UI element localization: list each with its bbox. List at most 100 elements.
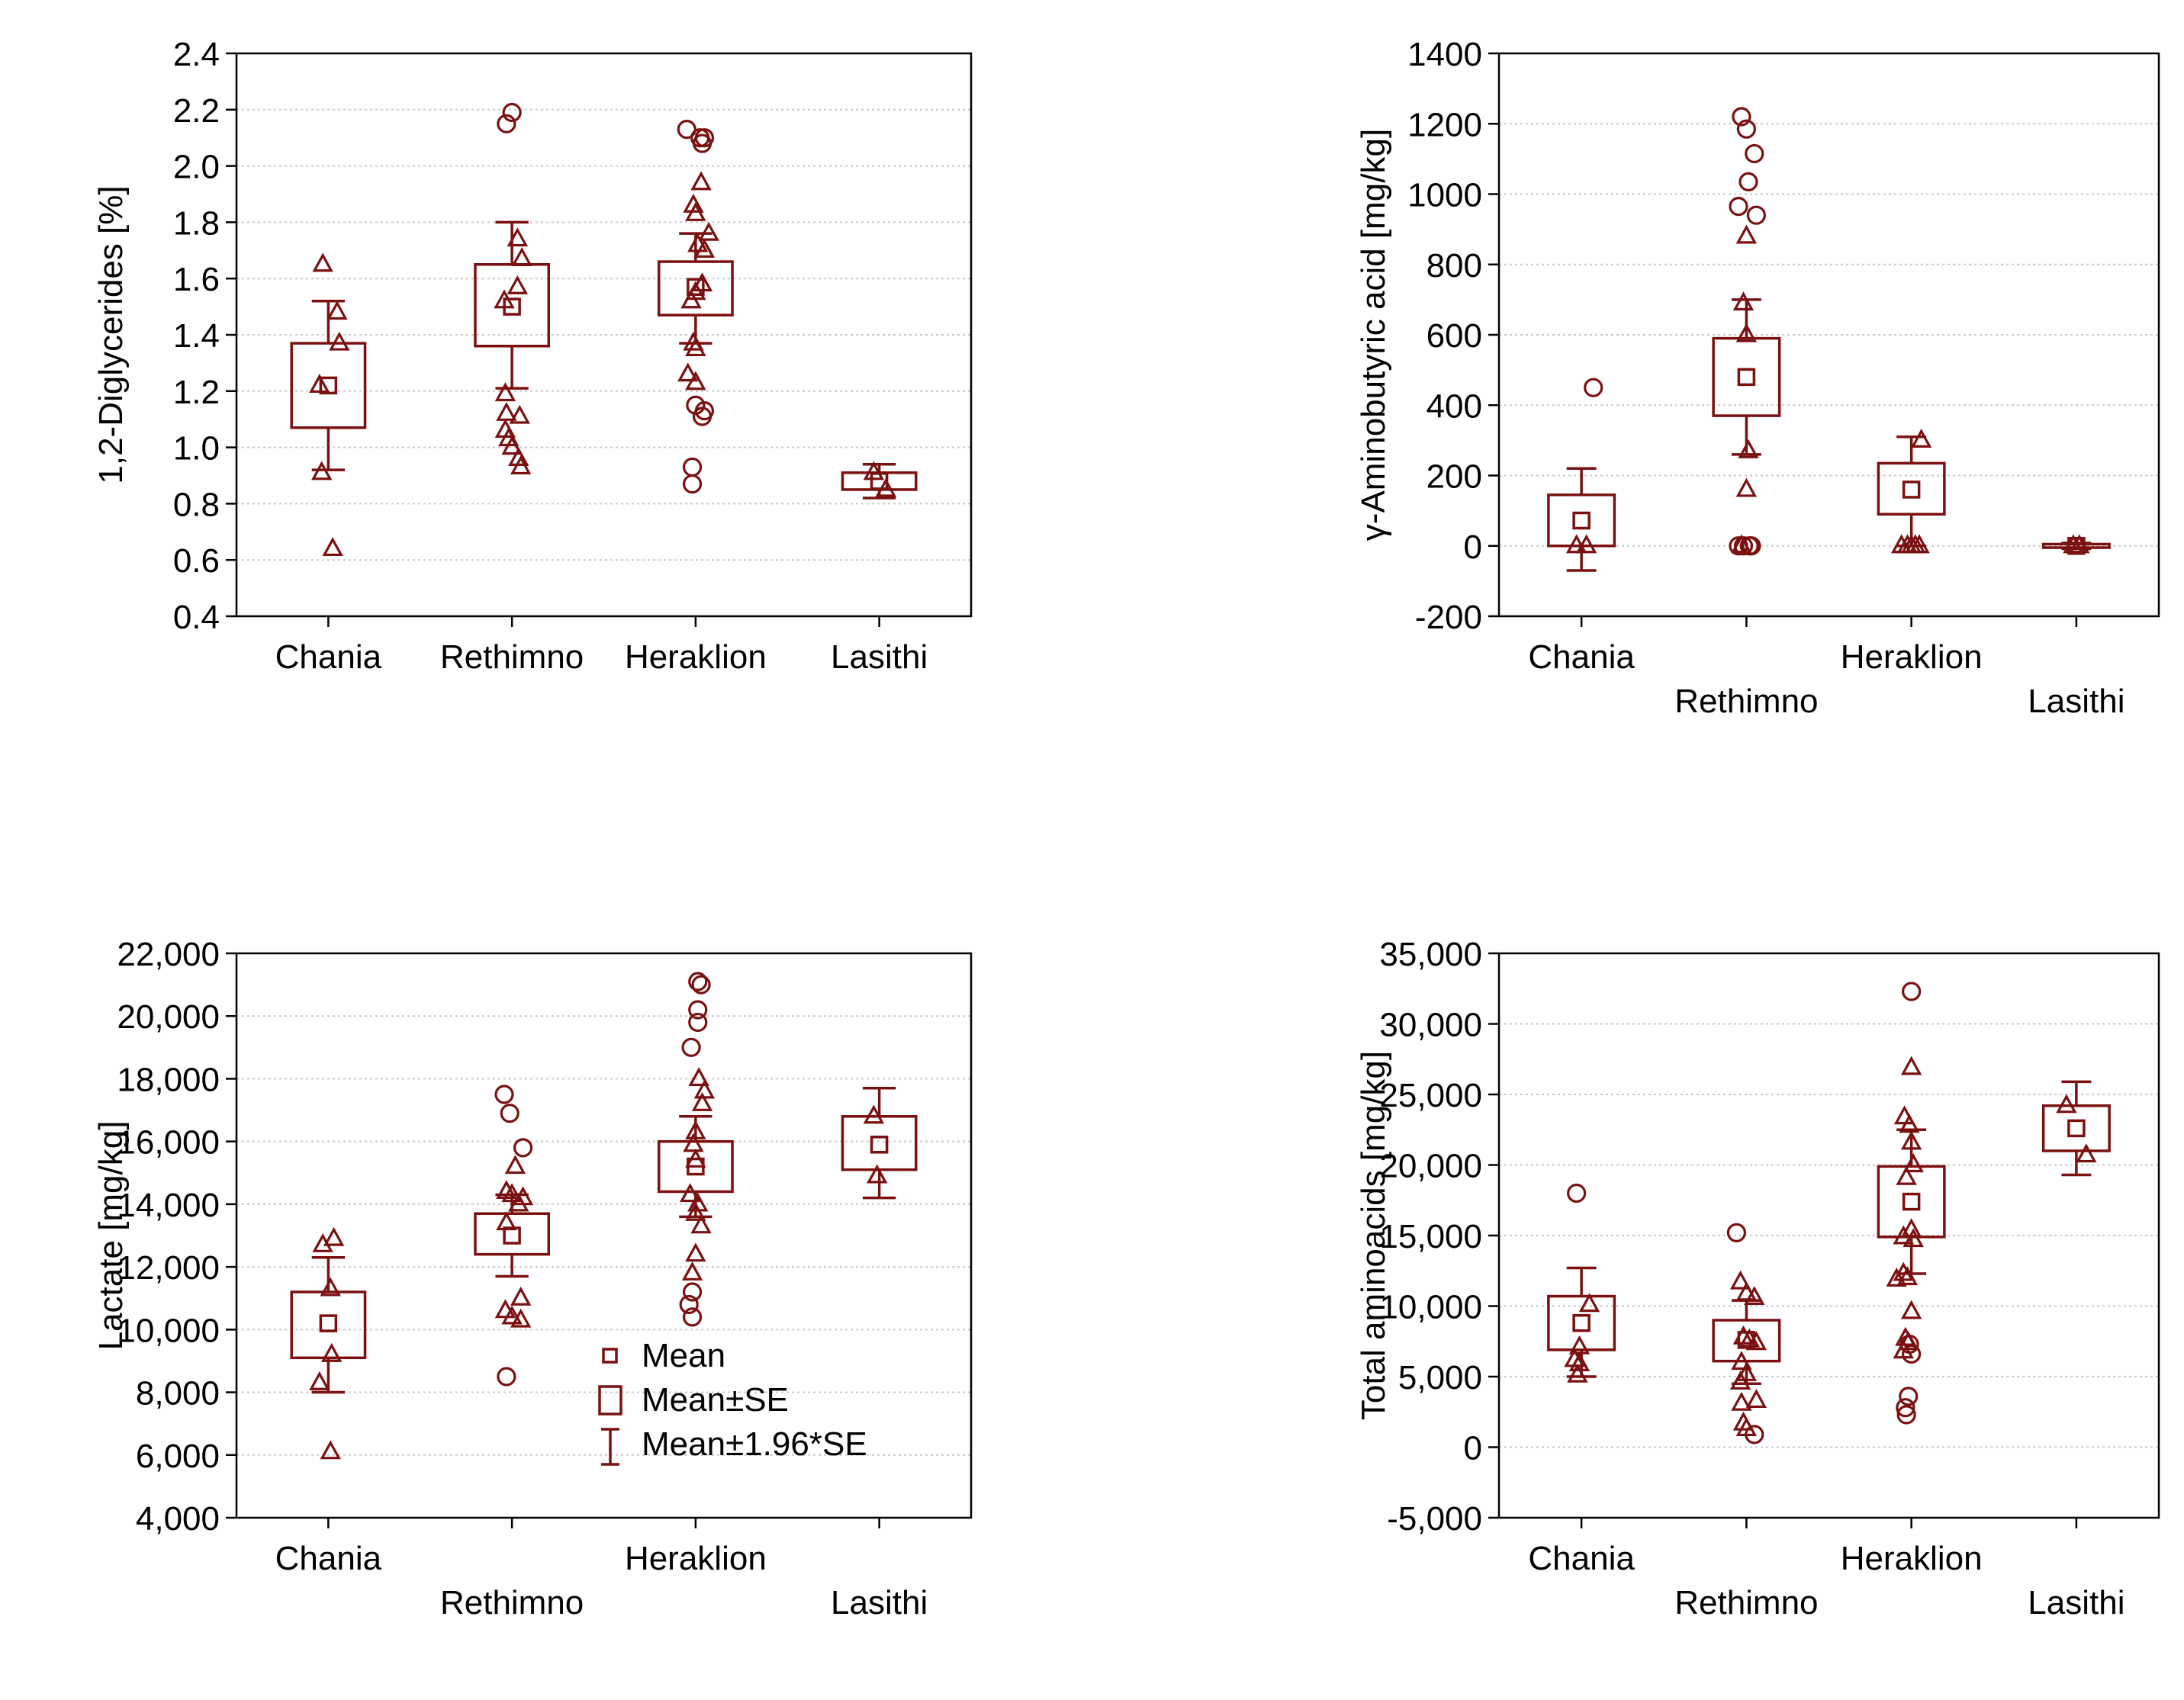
data-point-triangle <box>1735 224 1758 244</box>
data-point-circle <box>494 1085 514 1104</box>
data-point-triangle <box>511 247 532 266</box>
data-point-triangle <box>1899 1114 1920 1133</box>
data-point-triangle <box>698 221 719 241</box>
data-point-triangle <box>321 1342 343 1362</box>
mean-marker <box>2067 1119 2086 1138</box>
y-tick-label: 35,000 <box>1379 936 1482 973</box>
data-point-triangle <box>311 461 333 480</box>
y-tick-label: 10,000 <box>117 1312 220 1349</box>
y-tick-label: 0.8 <box>173 486 220 523</box>
y-tick-label: 400 <box>1427 387 1482 425</box>
y-tick-label: 5,000 <box>1398 1359 1482 1396</box>
y-tick-label: -5,000 <box>1387 1500 1482 1538</box>
data-point-circle <box>1902 1344 1922 1364</box>
data-point-circle <box>692 133 712 153</box>
data-point-circle <box>688 1012 708 1033</box>
y-tick-label: 0 <box>1464 529 1482 566</box>
y-tick-label: 1.8 <box>173 204 220 242</box>
se-box <box>474 1212 551 1256</box>
y-axis-title: γ-Aminobutyric acid [mg/kg] <box>1355 129 1392 541</box>
se-box <box>2041 1104 2111 1152</box>
data-point-triangle <box>1735 323 1758 342</box>
mean-marker <box>1902 480 1921 499</box>
data-point-triangle <box>1735 1361 1758 1381</box>
data-point-triangle <box>863 461 885 480</box>
y-tick-label: 12,000 <box>117 1249 220 1287</box>
data-point-triangle <box>1744 1286 1765 1306</box>
data-point-triangle <box>1900 1300 1922 1319</box>
y-tick-label: 1.6 <box>173 261 220 298</box>
data-point-triangle <box>1900 1130 1922 1150</box>
y-tick-label: 0.6 <box>173 542 220 580</box>
y-tick-label: 1.2 <box>173 374 220 411</box>
y-tick-label: 14,000 <box>117 1187 220 1224</box>
y-tick-label: 16,000 <box>117 1124 220 1162</box>
y-tick-label: -200 <box>1415 599 1482 636</box>
data-point-triangle <box>685 337 706 357</box>
data-point-triangle <box>1903 1153 1924 1173</box>
mean-marker <box>319 1314 338 1332</box>
y-tick-label: 1400 <box>1407 36 1482 73</box>
y-tick-label: 1.0 <box>173 430 220 468</box>
data-point-triangle <box>501 435 523 455</box>
data-point-triangle <box>1745 1331 1767 1351</box>
data-point-circle <box>497 114 516 133</box>
data-point-triangle <box>693 238 716 258</box>
data-point-triangle <box>863 1104 885 1124</box>
y-axis-title: Lactate [mg/kg] <box>92 1121 130 1351</box>
x-tick-label: Lasithi <box>2028 683 2124 720</box>
x-tick-label: Chania <box>275 1540 382 1577</box>
y-tick-label: 1200 <box>1407 106 1482 143</box>
data-point-triangle <box>679 1183 701 1203</box>
data-point-triangle <box>508 1192 529 1212</box>
y-tick-label: 20,000 <box>1379 1148 1482 1185</box>
data-point-circle <box>1899 1334 1919 1355</box>
se-box <box>290 342 367 429</box>
data-point-circle <box>688 1000 708 1020</box>
mean-marker <box>1572 511 1591 530</box>
data-point-circle <box>513 1138 533 1158</box>
x-tick-label: Chania <box>1528 1540 1635 1577</box>
data-point-triangle <box>685 202 706 221</box>
data-point-triangle <box>1900 1056 1922 1075</box>
data-point-triangle <box>501 1305 523 1325</box>
mean-marker <box>1572 1313 1591 1332</box>
data-point-triangle <box>1735 477 1758 497</box>
x-tick-label: Lasithi <box>2028 1584 2124 1621</box>
data-point-circle <box>1736 119 1756 139</box>
data-point-triangle <box>2056 1094 2077 1114</box>
data-point-triangle <box>1738 439 1759 458</box>
data-point-triangle <box>507 275 529 294</box>
data-point-triangle <box>690 171 712 191</box>
data-point-triangle <box>1903 1228 1924 1248</box>
data-point-circle <box>1732 107 1751 127</box>
data-point-triangle <box>685 1201 706 1221</box>
data-point-triangle <box>688 1067 709 1087</box>
legend-mean-label: Mean <box>642 1337 725 1374</box>
x-tick-label: Rethimno <box>440 1584 584 1621</box>
x-tick-label: Rethimno <box>440 638 584 676</box>
data-point-triangle <box>494 1299 516 1319</box>
data-point-triangle <box>691 1092 713 1111</box>
data-point-triangle <box>1731 1391 1752 1411</box>
data-point-triangle <box>504 1155 526 1175</box>
panel-total-aminoacids: -5,000 0 5,000 10,000 15,000 20,000 25,000 30,0… <box>1355 936 2160 1621</box>
data-point-triangle <box>685 1242 706 1262</box>
data-point-circle <box>1567 1183 1587 1203</box>
y-axis-title: Total aminoacids [mg/kg] <box>1355 1051 1392 1420</box>
data-point-triangle <box>323 1226 345 1246</box>
data-point-triangle <box>1735 1281 1758 1301</box>
data-point-triangle <box>320 1440 341 1460</box>
y-tick-label: 0.4 <box>173 599 220 636</box>
data-point-triangle <box>320 1277 341 1297</box>
x-tick-label: Heraklion <box>625 1540 767 1577</box>
x-tick-label: Chania <box>1528 638 1635 676</box>
legend: Mean Mean±SE Mean±1.96*SE <box>598 1337 867 1466</box>
data-point-triangle <box>867 1164 888 1184</box>
mean-marker <box>870 1136 889 1154</box>
data-point-circle <box>502 102 522 123</box>
y-tick-label: 1000 <box>1407 177 1482 214</box>
panel-diglycerides: 0.4 0.6 0.8 1.0 1.2 1.4 1.6 1.8 2.0 2.2 2.4 1,2-Dig… <box>92 36 973 676</box>
data-point-circle <box>688 972 708 991</box>
